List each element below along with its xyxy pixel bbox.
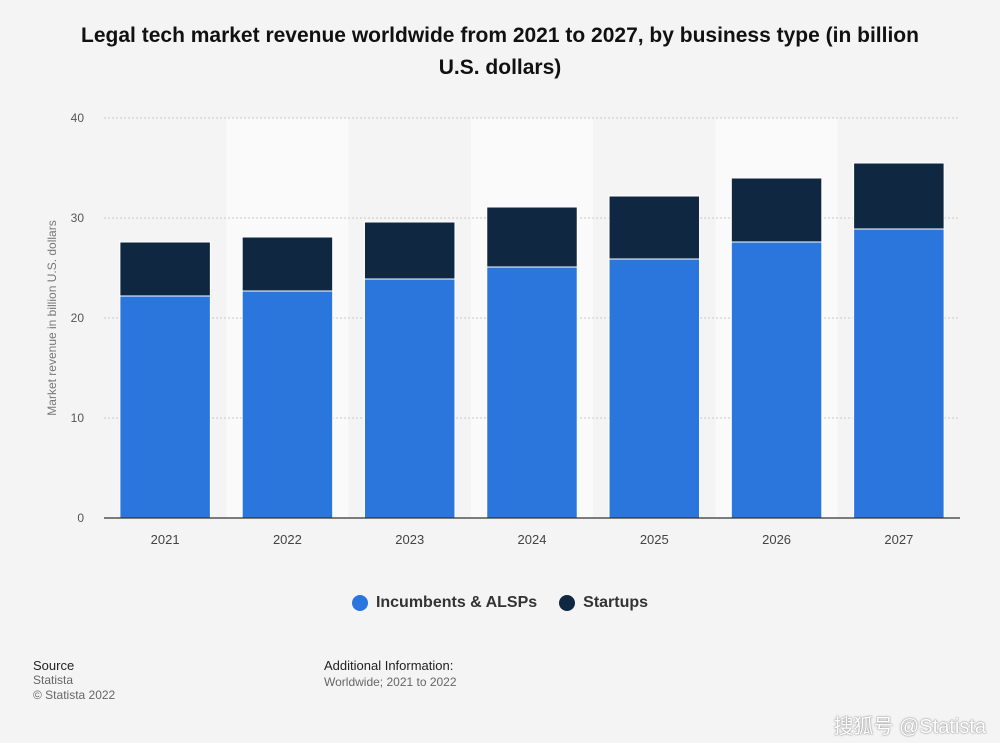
- x-tick-label: 2027: [884, 532, 913, 547]
- bar-incumbents-2021: [119, 295, 211, 519]
- legend-swatch-incumbents: [351, 595, 368, 611]
- x-tick-label: 2021: [151, 532, 180, 547]
- chart-title: Legal tech market revenue worldwide from…: [81, 24, 919, 79]
- bar-startups-2021: [119, 241, 211, 297]
- bar-incumbents-2025: [608, 258, 701, 519]
- copyright: © Statista 2022: [33, 688, 116, 702]
- legend: Incumbents & ALSPs Startups: [0, 594, 1000, 612]
- watermark: 搜狐号 @Statista: [833, 716, 986, 738]
- bar-startups-2023: [363, 221, 456, 280]
- bar-startups-2024: [486, 206, 578, 268]
- x-tick-label: 2025: [640, 532, 669, 547]
- additional-info-block: Additional Information: Worldwide; 2021 …: [324, 658, 457, 690]
- bar-incumbents-2027: [853, 228, 945, 519]
- y-tick-label: 20: [71, 311, 85, 325]
- y-axis-label: Market revenue in billion U.S. dollars: [45, 220, 59, 415]
- bar-startups-2027: [853, 162, 945, 230]
- bar-incumbents-2026: [730, 241, 823, 519]
- x-tick-label: 2022: [273, 532, 302, 547]
- legend-swatch-startups: [559, 595, 576, 611]
- source-block: Source Statista © Statista 2022: [33, 658, 115, 703]
- bar-startups-2026: [730, 177, 823, 243]
- source-name: Statista: [33, 673, 74, 687]
- additional-info-text: Worldwide; 2021 to 2022: [324, 675, 457, 689]
- y-tick-label: 40: [71, 111, 85, 125]
- bar-incumbents-2024: [486, 266, 578, 519]
- bar-incumbents-2022: [241, 290, 334, 519]
- x-tick-label: 2024: [518, 532, 547, 547]
- legend-item-incumbents[interactable]: Incumbents & ALSPs: [351, 594, 538, 612]
- legend-item-startups[interactable]: Startups: [559, 594, 648, 612]
- x-tick-label: 2023: [395, 532, 424, 547]
- source-heading: Source: [33, 658, 75, 673]
- legend-label-startups: Startups: [583, 594, 649, 611]
- legend-label-incumbents: Incumbents & ALSPs: [375, 594, 538, 611]
- bar-chart: 0 10 20 30 40 Market revenue in billion U.S. …: [45, 111, 960, 547]
- y-tick-label: 30: [71, 211, 85, 225]
- bar-incumbents-2023: [363, 278, 456, 519]
- x-tick-label: 2026: [762, 532, 791, 547]
- additional-info-heading: Additional Information:: [324, 658, 454, 673]
- bar-startups-2022: [241, 236, 334, 292]
- y-tick-label: 0: [77, 511, 84, 525]
- y-tick-label: 10: [71, 411, 85, 425]
- bar-startups-2025: [608, 195, 701, 260]
